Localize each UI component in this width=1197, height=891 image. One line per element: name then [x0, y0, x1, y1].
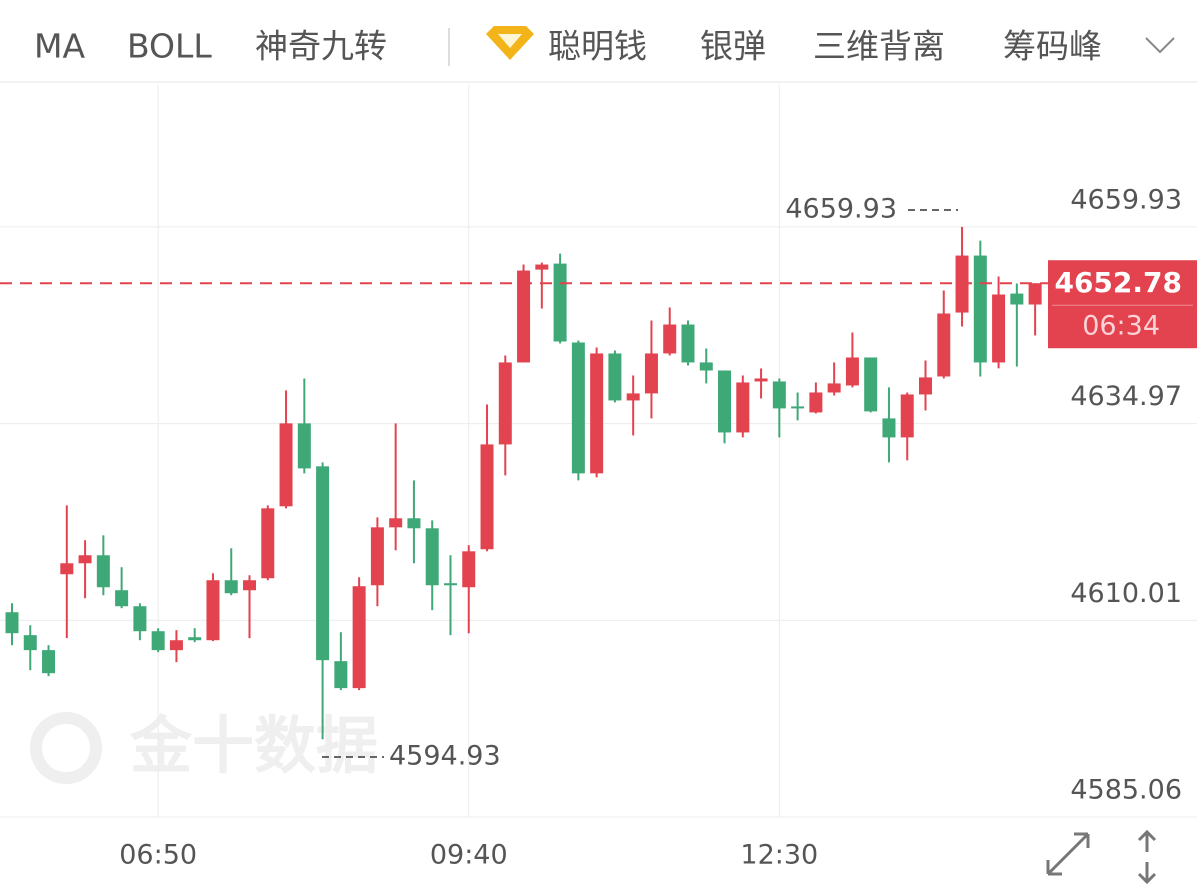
candle-body	[243, 580, 257, 591]
candle-body	[864, 357, 878, 412]
candle-body	[443, 583, 457, 586]
toolbar-item[interactable]: MA	[34, 27, 85, 66]
candle-body	[535, 264, 549, 270]
candle-body	[845, 357, 859, 386]
toolbar-item[interactable]: BOLL	[127, 27, 212, 66]
candle-body	[169, 640, 183, 651]
candle-body	[718, 370, 732, 433]
candle-body	[23, 635, 37, 651]
candle-body	[60, 563, 74, 575]
candle-body	[480, 444, 494, 550]
candle-body	[754, 378, 768, 382]
toolbar-expand[interactable]	[1145, 37, 1175, 54]
candle-body	[425, 528, 439, 586]
candle-body	[389, 518, 403, 528]
candle-body	[316, 466, 330, 661]
candle-body	[261, 508, 275, 579]
candle-body	[736, 382, 750, 433]
candle-body	[772, 381, 786, 409]
plot: 4585.06 4610.01 4634.97 4659.93 06:50 09:40 12…	[0, 85, 1197, 871]
candle-body	[297, 423, 311, 469]
candle-body	[206, 580, 220, 641]
candle-body	[133, 606, 147, 632]
candle-body	[1028, 283, 1042, 305]
candle-body	[115, 590, 129, 607]
candle-body	[900, 394, 914, 438]
last-price-label: 4652.78	[1054, 266, 1182, 299]
candle-body	[78, 555, 92, 564]
x-tick-label: 06:50	[119, 840, 197, 871]
scale-icon[interactable]	[1137, 829, 1157, 885]
candle-body	[224, 580, 238, 594]
watermark: 金十数据	[30, 709, 378, 784]
toolbar-item[interactable]: 聪明钱	[548, 27, 647, 66]
candle-body	[827, 383, 841, 393]
toolbar-item[interactable]: 筹码峰	[1003, 27, 1102, 66]
candle-body	[571, 342, 585, 474]
candle-body	[188, 637, 202, 641]
diamond-icon	[486, 26, 534, 60]
fullscreen-icon[interactable]	[1046, 832, 1090, 876]
low-annotation: 4594.93	[389, 741, 501, 772]
candle-body	[882, 418, 896, 438]
y-tick-label: 4659.93	[1070, 184, 1182, 215]
toolbar-item[interactable]: 神奇九转	[255, 27, 387, 66]
candle-body	[973, 255, 987, 363]
candle-body	[663, 324, 677, 354]
candle-body	[370, 527, 384, 586]
toolbar-item[interactable]: 银弹	[700, 27, 766, 66]
high-annotation: 4659.93	[785, 194, 897, 225]
y-tick-label: 4634.97	[1070, 381, 1182, 412]
candle-body	[681, 324, 695, 363]
last-price-box	[1048, 260, 1197, 349]
y-tick-label: 4585.06	[1070, 775, 1182, 806]
candle-body	[791, 406, 805, 409]
candle-body	[699, 362, 713, 371]
candle-body	[590, 353, 604, 474]
candle-body	[919, 377, 932, 395]
candle-body	[626, 393, 640, 401]
candle-body	[151, 631, 165, 651]
candle-body	[42, 650, 56, 674]
candle-body	[517, 270, 531, 363]
x-tick-label: 09:40	[430, 840, 508, 871]
watermark-text: 金十数据	[129, 709, 378, 782]
candle-body	[644, 353, 658, 394]
x-tick-label: 12:30	[740, 840, 818, 871]
candle-body	[407, 518, 421, 529]
candle-body	[608, 353, 622, 401]
candle-body	[937, 313, 951, 377]
candle-body	[462, 551, 476, 588]
candle-body	[279, 423, 293, 507]
countdown-label: 06:34	[1082, 311, 1160, 342]
candle-body	[498, 362, 512, 445]
y-tick-label: 4610.01	[1070, 578, 1182, 609]
candle-body	[334, 661, 348, 689]
toolbar-item[interactable]: 三维背离	[813, 27, 945, 66]
candle-body	[553, 263, 567, 342]
candle-body	[1010, 293, 1024, 305]
candle-body	[809, 392, 823, 413]
candle-body	[5, 612, 19, 634]
candle-body	[96, 555, 110, 588]
candle-body	[352, 586, 366, 689]
candle-body	[992, 294, 1006, 363]
